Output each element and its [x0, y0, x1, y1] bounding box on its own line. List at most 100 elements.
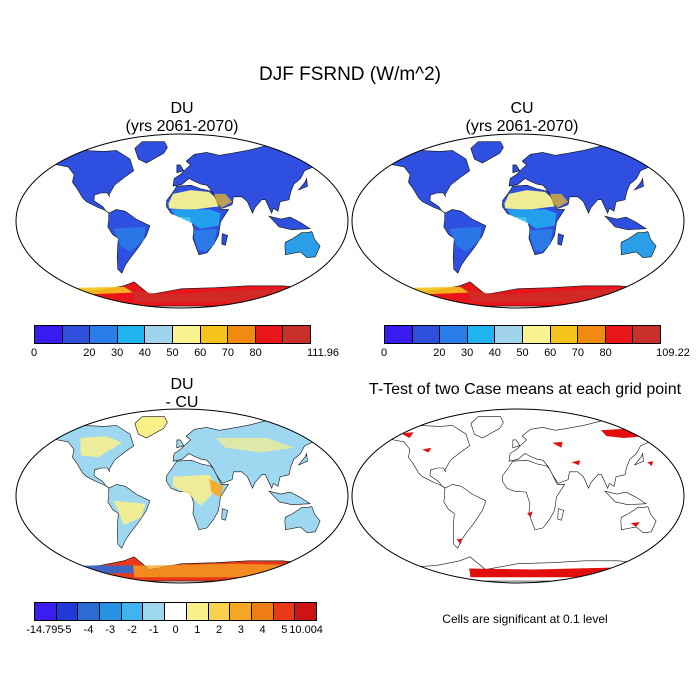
- colorbar-swatch: [295, 603, 316, 620]
- colorbar-swatch: [78, 603, 101, 620]
- samerica-warm: [113, 500, 146, 525]
- colorbar-tick-label: 0: [380, 347, 388, 359]
- continent-greenland: [470, 416, 504, 439]
- colorbar-swatch: [143, 603, 166, 620]
- continent-namerica: [377, 425, 471, 489]
- colorbar-swatch: [56, 603, 79, 620]
- continent-japan: [298, 177, 308, 191]
- continent-madagascar: [557, 508, 564, 521]
- continent-greenland: [134, 416, 168, 439]
- colorbar-swatch: [273, 603, 296, 620]
- colorbar-tick-label: 80: [249, 347, 262, 359]
- colorbar-diff: [34, 602, 317, 621]
- figure-title: DJF FSRND (W/m^2): [258, 64, 441, 85]
- significant-cells: [422, 447, 432, 453]
- colorbar-tick-label: 0: [30, 347, 38, 359]
- sahara-band: [504, 190, 555, 210]
- colorbar-tick-label: 50: [516, 347, 529, 359]
- colorbar-tick-label: 3: [237, 624, 244, 636]
- colorbar-cu: [384, 325, 661, 344]
- colorbar-tick-label: 50: [166, 347, 179, 359]
- map-du: [15, 133, 349, 309]
- colorbar-swatch: [35, 603, 57, 620]
- colorbar-swatch: [90, 326, 118, 343]
- colorbar-swatch: [522, 326, 551, 343]
- colorbar-tick-label: 70: [571, 347, 585, 359]
- continent-uk: [176, 164, 185, 174]
- colorbar-swatch: [578, 326, 606, 343]
- map-du-minus-cu: [15, 408, 349, 584]
- panel-du-title: DU (yrs 2061-2070): [62, 100, 302, 136]
- colorbar-tick-label: 5: [281, 624, 288, 636]
- colorbar-tick-label: -4: [83, 624, 94, 636]
- colorbar-swatch: [35, 326, 63, 343]
- sahel-band: [171, 209, 221, 229]
- map-content: [352, 409, 684, 583]
- colorbar-swatch: [200, 326, 229, 343]
- sahel-band: [507, 209, 557, 229]
- colorbar-swatch: [633, 326, 660, 343]
- colorbar-tick-label: 80: [599, 347, 612, 359]
- map-ttest: [351, 408, 685, 584]
- colorbar-swatch: [121, 603, 144, 620]
- colorbar-swatch: [145, 326, 173, 343]
- significant-cells: [456, 538, 462, 545]
- colorbar-tick-label: 40: [488, 347, 501, 359]
- continent-namerica: [377, 150, 471, 214]
- panel-du-title-line2: (yrs 2061-2070): [125, 118, 239, 135]
- colorbar-tick-label: 0: [172, 624, 179, 636]
- colorbar-swatch: [172, 326, 201, 343]
- colorbar-swatch: [230, 603, 252, 620]
- panel-cu-title-line1: CU: [510, 100, 534, 117]
- colorbar-swatch: [550, 326, 579, 343]
- colorbar-swatch: [100, 603, 122, 620]
- africa-warm: [172, 474, 219, 506]
- panel-ttest-title-line1: T-Test of two Case means at each grid po…: [368, 381, 682, 398]
- ocean: [16, 409, 348, 583]
- panel-diff-title-line1: DU: [170, 376, 194, 393]
- continent-madagascar: [221, 508, 228, 521]
- colorbar-swatch: [228, 326, 256, 343]
- map-border: [15, 133, 349, 309]
- colorbar-tick-label: -3: [105, 624, 116, 636]
- colorbar-swatch: [283, 326, 310, 343]
- colorbar-tick-label: -1: [148, 624, 159, 636]
- continent-uk: [512, 439, 521, 449]
- colorbar-swatch: [605, 326, 634, 343]
- east-africa-hot: [209, 478, 224, 498]
- colorbar-tick-label: 4: [259, 624, 266, 636]
- colorbar-tick-label: 60: [544, 347, 557, 359]
- ttest-footnote: Cells are significant at 0.1 level: [442, 612, 608, 626]
- continent-namerica: [41, 150, 135, 214]
- significant-cells: [552, 441, 563, 448]
- continent-australia: [284, 231, 321, 259]
- arabia-band: [214, 193, 232, 208]
- continent-madagascar: [221, 233, 228, 246]
- continent-australia: [620, 506, 657, 534]
- significant-cells: [630, 522, 640, 527]
- south-africa-band: [529, 228, 553, 252]
- colorbar-tick-label: -5: [61, 624, 72, 636]
- significant-cells: [571, 460, 581, 466]
- significant-cells: [647, 461, 654, 466]
- map-content: [16, 409, 348, 583]
- colorbar-swatch: [251, 603, 274, 620]
- continent-japan: [298, 452, 308, 466]
- panel-diff-title: DU - CU: [62, 376, 302, 412]
- significant-cells: [469, 567, 648, 578]
- colorbar-tick-label: 40: [138, 347, 151, 359]
- map-content: [352, 134, 684, 308]
- panel-ttest-title: T-Test of two Case means at each grid po…: [352, 381, 698, 399]
- continent-australia: [620, 231, 657, 259]
- ocean: [352, 134, 684, 308]
- continent-samerica: [443, 484, 487, 549]
- arabia-band: [550, 193, 568, 208]
- panel-diff-title-line2: - CU: [165, 394, 199, 411]
- continent-japan: [634, 452, 644, 466]
- panel-du-title-line1: DU: [170, 100, 194, 117]
- map-border: [351, 408, 685, 584]
- continent-greenland: [134, 141, 168, 164]
- south-africa-band: [193, 228, 217, 252]
- antarctica-hot: [132, 563, 322, 578]
- colorbar-tick-label: 60: [194, 347, 207, 359]
